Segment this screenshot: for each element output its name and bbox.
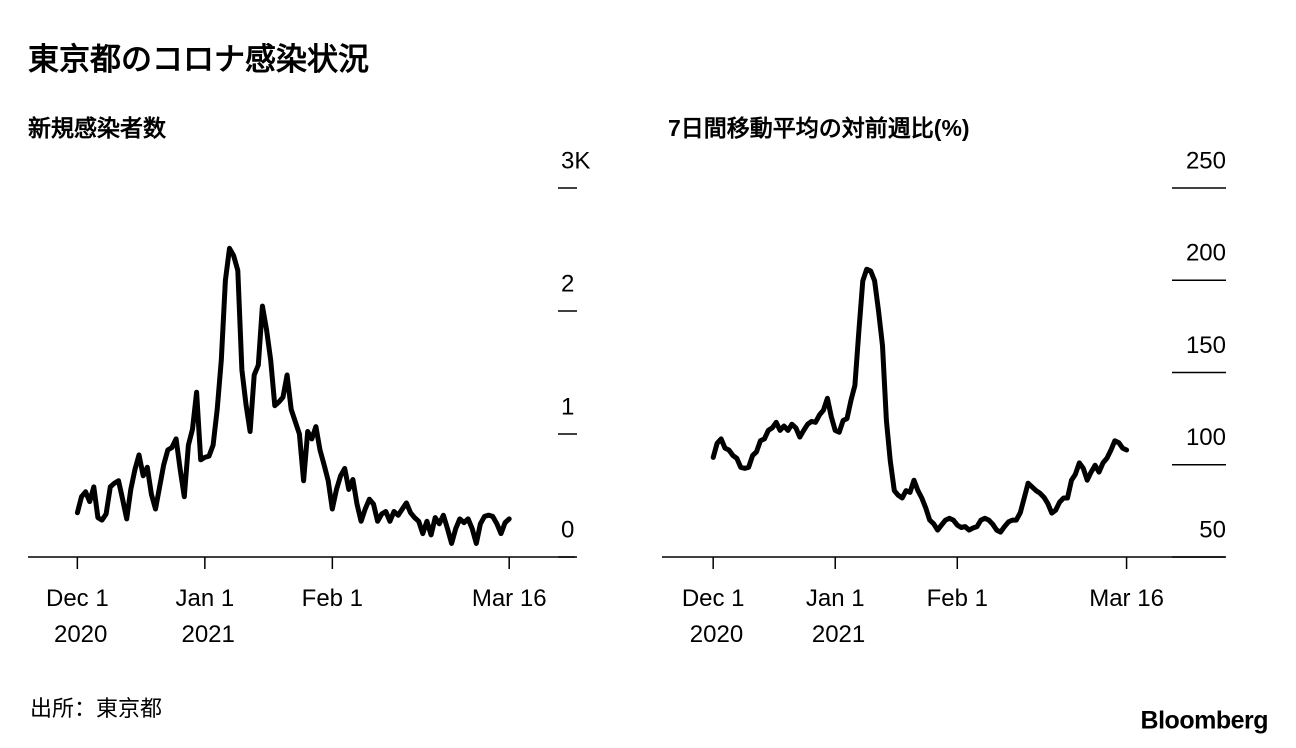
chart-title: 7日間移動平均の対前週比(%)	[668, 115, 970, 141]
data-line	[74, 245, 512, 546]
y-tick-label: 150	[1186, 332, 1226, 359]
y-tick-label: 100	[1186, 424, 1226, 451]
y-tick-label: 200	[1186, 240, 1226, 267]
source: 出所：東京都	[30, 696, 162, 721]
logo: Bloomberg	[1141, 707, 1268, 735]
y-tick-label: 250	[1186, 147, 1226, 174]
data-line	[710, 266, 1130, 535]
y-tick-label: 3K	[561, 147, 590, 174]
chart-title: 新規感染者数	[28, 115, 167, 141]
x-tick-label: Feb 1	[927, 585, 988, 612]
y-tick-label: 0	[561, 516, 574, 543]
x-tick-label: Jan 1 2021	[805, 585, 865, 648]
x-tick-label: Dec 1 2020	[46, 585, 109, 648]
page-title: 東京都のコロナ感染状況	[28, 42, 369, 77]
y-tick-label: 50	[1199, 516, 1226, 543]
y-tick-label: 2	[561, 270, 574, 297]
x-tick-label: Mar 16	[472, 585, 547, 612]
x-tick-label: Dec 1 2020	[682, 585, 745, 648]
x-tick-label: Feb 1	[302, 585, 363, 612]
y-tick-label: 1	[561, 393, 574, 420]
x-tick-label: Jan 1 2021	[175, 585, 235, 648]
x-tick-label: Mar 16	[1089, 585, 1164, 612]
